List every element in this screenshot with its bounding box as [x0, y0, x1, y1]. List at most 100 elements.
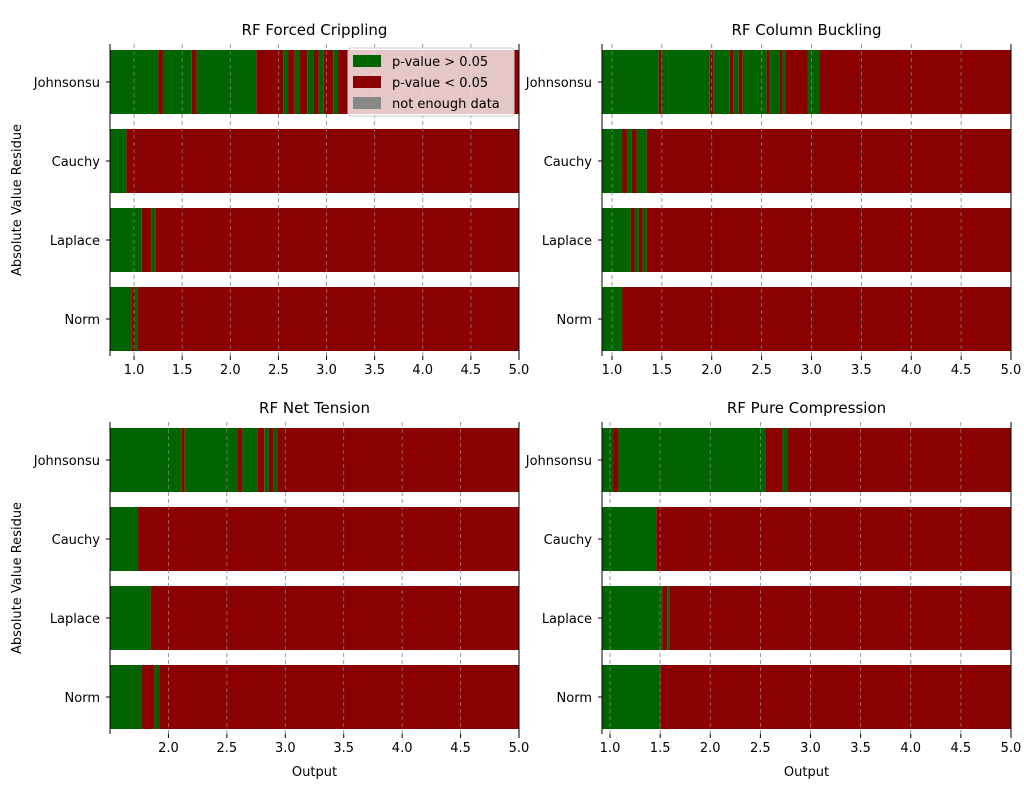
bar-segment-fail	[662, 586, 668, 650]
bar-segment-fail	[150, 586, 519, 650]
bar-segment-pass	[184, 428, 238, 492]
bar-segment-fail	[613, 428, 619, 492]
bar-segment-pass	[307, 50, 315, 114]
legend: p-value > 0.05 p-value < 0.05 not enough d…	[347, 47, 515, 117]
y-tick-label: Norm	[65, 313, 100, 328]
bar-row-laplace	[110, 208, 520, 272]
bar-segment-pass	[154, 665, 160, 729]
bar-segment-fail	[237, 428, 243, 492]
bar-segment-pass	[713, 50, 730, 114]
bar-segment-pass	[602, 665, 661, 729]
x-tick-label: 5.0	[509, 741, 530, 756]
bar-segment-fail	[268, 428, 274, 492]
bar-segment-pass	[110, 507, 139, 571]
bar-segment-fail	[729, 50, 734, 114]
bar-segment-fail	[646, 129, 1011, 193]
x-tick-label: 2.5	[751, 363, 772, 378]
x-tick-label: 2.0	[701, 363, 722, 378]
bar-row-norm	[602, 665, 1011, 729]
y-tick-label: Johnsonsu	[33, 76, 100, 91]
x-tick-label: 1.0	[602, 363, 623, 378]
bar-segment-pass	[602, 208, 631, 272]
bar-row-cauchy	[602, 129, 1011, 193]
bar-segment-pass	[667, 586, 670, 650]
x-tick-label: 3.5	[851, 363, 872, 378]
bar-segment-fail	[158, 50, 163, 114]
y-tick-label: Laplace	[542, 234, 592, 249]
legend-label: not enough data	[392, 97, 500, 112]
x-tick-label: 3.0	[275, 741, 296, 756]
x-tick-label: 1.0	[600, 741, 621, 756]
x-tick-label: 1.5	[172, 363, 193, 378]
chart-panel-3: 2.0 2.5 3.0 3.5 4.0 4.5 5.0 Johnsonsu Cauchy Lapl…	[10, 399, 529, 780]
bar-segment-fail	[256, 50, 284, 114]
y-axis-label: Absolute Value Residue	[10, 502, 25, 654]
x-tick-label: 1.5	[652, 363, 673, 378]
bar-segment-fail	[631, 129, 637, 193]
bar-segment-pass	[626, 129, 632, 193]
y-tick-label: Laplace	[50, 612, 100, 627]
y-tick-label: Norm	[557, 691, 592, 706]
bar-segment-pass	[294, 50, 300, 114]
bar-segment-pass	[283, 50, 289, 114]
bar-segment-fail	[299, 50, 308, 114]
x-tick-label: 3.0	[800, 741, 821, 756]
legend-box	[347, 47, 515, 117]
bar-segment-fail	[738, 50, 743, 114]
bar-segment-pass	[733, 50, 739, 114]
y-tick-label: Laplace	[542, 612, 592, 627]
bar-segment-pass	[110, 129, 127, 193]
bar-segment-fail	[141, 208, 152, 272]
bar-segment-fail	[779, 50, 783, 114]
bar-segment-pass	[742, 50, 767, 114]
legend-label: p-value > 0.05	[392, 55, 488, 70]
bar-segment-fail	[277, 428, 519, 492]
x-tick-label: 4.5	[450, 741, 471, 756]
bar-segment-pass	[634, 208, 639, 272]
bar-segment-pass	[196, 50, 257, 114]
x-tick-label: 3.0	[801, 363, 822, 378]
bar-segment-pass	[661, 50, 710, 114]
legend-swatch	[353, 76, 381, 88]
chart-title: RF Pure Compression	[727, 399, 886, 417]
bar-segment-fail	[669, 586, 1011, 650]
y-tick-label: Norm	[65, 691, 100, 706]
chart-title: RF Column Buckling	[731, 21, 881, 39]
y-tick-label: Cauchy	[544, 155, 593, 170]
x-tick-label: 1.0	[124, 363, 145, 378]
bar-segment-fail	[630, 208, 635, 272]
bar-segment-pass	[642, 208, 647, 272]
x-tick-label: 5.0	[1001, 741, 1022, 756]
bar-row-laplace	[602, 586, 1011, 650]
bar-segment-fail	[126, 129, 520, 193]
bar-segment-pass	[318, 50, 324, 114]
bar-segment-pass	[273, 428, 278, 492]
bar-segment-pass	[602, 428, 614, 492]
bar-segment-fail	[785, 50, 808, 114]
bar-segment-fail	[141, 665, 155, 729]
chart-panel-4: 1.0 1.5 2.0 2.5 3.0 3.5 4.0 4.5 5.0 Johnsonsu Cauc…	[525, 399, 1022, 780]
y-tick-label: Johnsonsu	[525, 454, 592, 469]
bar-segment-fail	[191, 50, 197, 114]
y-tick-label: Norm	[557, 313, 592, 328]
x-tick-label: 5.0	[1001, 363, 1022, 378]
bar-row-cauchy	[110, 129, 520, 193]
bar-segment-fail	[138, 507, 520, 571]
bar-segment-pass	[242, 428, 258, 492]
bar-row-norm	[110, 665, 519, 729]
bar-segment-pass	[782, 50, 786, 114]
x-tick-label: 4.0	[900, 741, 921, 756]
y-tick-label: Johnsonsu	[525, 76, 592, 91]
legend-label: p-value < 0.05	[392, 76, 488, 91]
x-tick-label: 3.5	[850, 741, 871, 756]
bar-row-cauchy	[602, 507, 1011, 571]
x-tick-label: 2.0	[700, 741, 721, 756]
x-tick-label: 4.5	[461, 363, 482, 378]
bar-segment-fail	[656, 507, 1011, 571]
bar-segment-pass	[618, 428, 766, 492]
legend-swatch	[353, 55, 381, 67]
x-tick-label: 2.0	[158, 741, 179, 756]
bar-segment-fail	[646, 208, 1011, 272]
x-axis-label: Output	[784, 765, 829, 780]
